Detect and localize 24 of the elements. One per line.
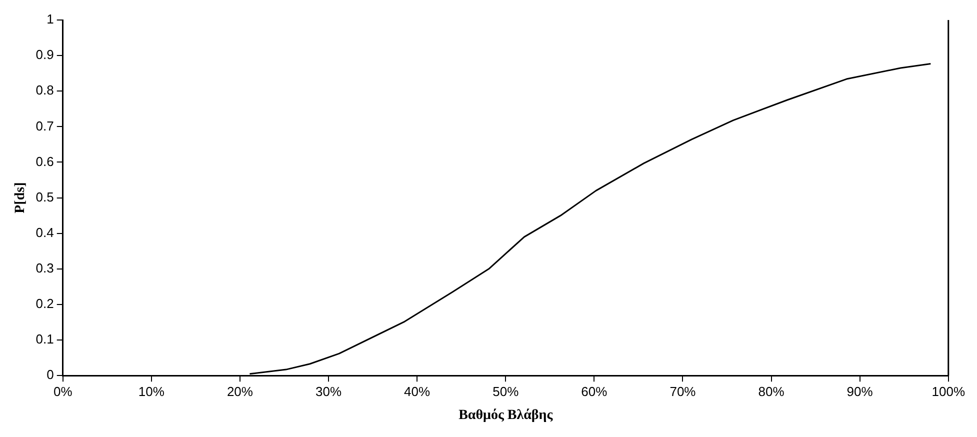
y-tick-label: 1 (46, 12, 54, 27)
x-tick-label: 80% (758, 384, 785, 399)
x-tick-label: 20% (226, 384, 254, 399)
y-tick-label: 0 (46, 367, 54, 382)
y-tick-label: 0.3 (36, 260, 54, 276)
y-tick-label: 0.9 (36, 47, 54, 62)
y-tick-label: 0.5 (36, 189, 54, 204)
x-tick-label: 10% (138, 384, 165, 399)
x-tick-label: 100% (932, 384, 966, 399)
x-tick-label: 0% (53, 384, 73, 399)
y-tick-label: 0.6 (36, 154, 54, 169)
y-tick-label: 0.4 (36, 224, 54, 240)
x-tick-label: 90% (846, 384, 874, 399)
y-tick-label: 0.2 (36, 296, 54, 312)
x-axis-title: Βαθμός Βλάβης (458, 408, 554, 424)
y-tick-label: 0.8 (36, 82, 54, 98)
x-tick-label: 30% (316, 384, 342, 399)
x-tick-label: 50% (492, 384, 520, 399)
x-tick-label: 40% (404, 384, 431, 399)
y-axis-title: P[ds] (13, 182, 28, 214)
y-tick-label: 0.7 (36, 118, 54, 134)
x-tick-label: 60% (581, 384, 608, 399)
x-tick-label: 70% (670, 384, 696, 399)
y-tick-label: 0.1 (36, 332, 54, 347)
